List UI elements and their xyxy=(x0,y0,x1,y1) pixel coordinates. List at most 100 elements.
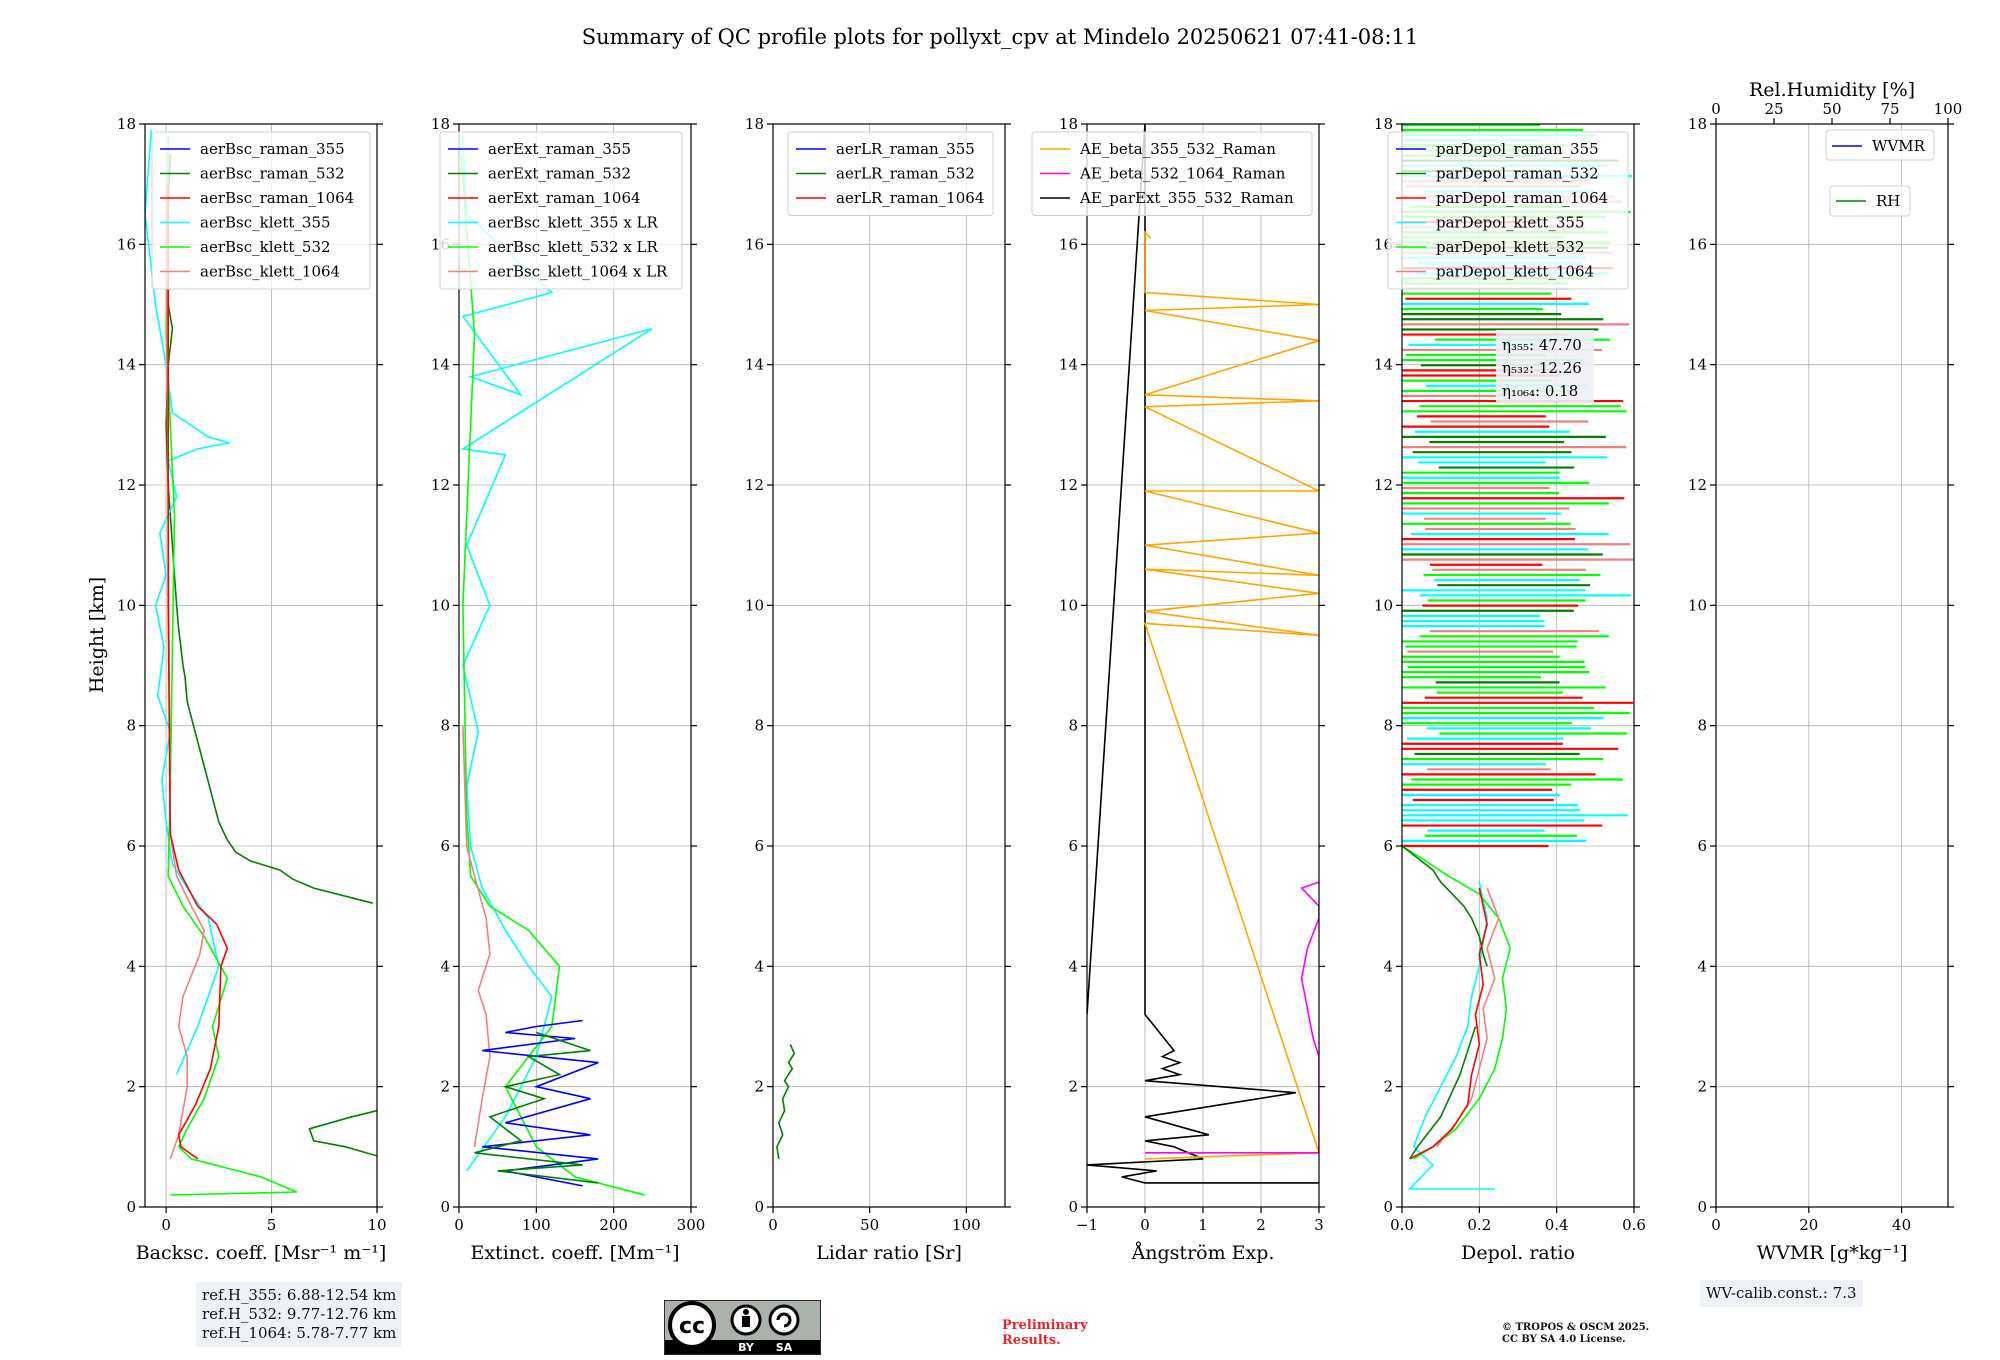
ytick-label-0: 0 xyxy=(1697,1198,1707,1216)
series-aerLR_raman_532 xyxy=(776,1044,796,1160)
legend-entry: aerLR_raman_355 xyxy=(836,140,975,158)
ytick-label-12: 12 xyxy=(745,476,764,494)
ref-height-1064: ref.H_1064: 5.78-7.77 km xyxy=(202,1324,397,1342)
ytick-label-2: 2 xyxy=(1383,1078,1393,1096)
plot-frame xyxy=(144,123,378,1208)
xtick-label-100: 100 xyxy=(522,1216,551,1234)
series-AE_beta_532_1064_Raman xyxy=(1145,881,1319,1154)
legend-entry: parDepol_raman_355 xyxy=(1436,140,1599,158)
series-AE_parExt_355_532_Raman xyxy=(1087,124,1319,1184)
legend-entry: WVMR xyxy=(1872,137,1926,155)
legend-box xyxy=(439,131,683,290)
ytick-label-10: 10 xyxy=(431,596,450,614)
ytick-label-4: 4 xyxy=(754,957,764,975)
preliminary-note: Preliminary Results. xyxy=(1002,1318,1088,1348)
ytick-label-6: 6 xyxy=(1383,837,1393,855)
plot-frame xyxy=(458,123,692,1208)
ytick-label-0: 0 xyxy=(440,1198,450,1216)
series-aerBsc_raman_532 xyxy=(308,1109,377,1157)
ytick-label-0: 0 xyxy=(1383,1198,1393,1216)
xtick-label-0: 0 xyxy=(768,1216,778,1234)
series-parDepol_klett_355 xyxy=(1407,881,1495,1190)
series-parDepol_klett_532 xyxy=(1402,845,1512,1160)
xtick-label-200: 200 xyxy=(599,1216,628,1234)
ytick-label-12: 12 xyxy=(431,476,450,494)
ytick-label-10: 10 xyxy=(117,596,136,614)
x-axis-label: Depol. ratio xyxy=(1461,1242,1575,1264)
legend: parDepol_raman_355 parDepol_raman_532 parD… xyxy=(1387,131,1629,290)
panel-extinction: 0246810121416180100200300Extinct. coeff.… xyxy=(431,115,705,1264)
ytick-label-12: 12 xyxy=(117,476,136,494)
legend-entry: parDepol_raman_1064 xyxy=(1436,189,1608,207)
legend-entry: parDepol_klett_1064 xyxy=(1436,263,1594,281)
xtick-label-0: 0.0 xyxy=(1390,1216,1414,1234)
ytick-label-4: 4 xyxy=(126,957,136,975)
ytick-label-18: 18 xyxy=(117,115,136,133)
y-axis-label: Height [km] xyxy=(86,577,108,693)
panel-lidar_ratio: 0 2 4 6 8 10 12 14 16 18 0 50 100 Lidar ratio [Sr] aer… xyxy=(745,115,1011,1264)
top-xtick-label-100: 100 xyxy=(1934,100,1963,118)
top-xtick-label-50: 50 xyxy=(1822,100,1841,118)
ytick-label-12: 12 xyxy=(1059,476,1078,494)
ytick-label-6: 6 xyxy=(440,837,450,855)
legend-entry: aerBsc_klett_1064 x LR xyxy=(488,263,668,281)
legend-entry: aerLR_raman_532 xyxy=(836,165,975,183)
ytick-label-8: 8 xyxy=(1383,717,1393,735)
ytick-label-10: 10 xyxy=(1059,596,1078,614)
ytick-label-14: 14 xyxy=(1374,356,1393,374)
ytick-label-6: 6 xyxy=(126,837,136,855)
ytick-label-2: 2 xyxy=(754,1078,764,1096)
figure-title: Summary of QC profile plots for pollyxt_… xyxy=(582,25,1419,49)
xtick-label-0.4: 0.4 xyxy=(1545,1216,1569,1234)
legend: aerLR_raman_355 aerLR_raman_532 aerLR_rama… xyxy=(787,131,994,216)
xtick-label-0.6: 0.6 xyxy=(1622,1216,1646,1234)
legend-entry: aerBsc_klett_532 xyxy=(200,238,331,256)
cc-sa-label: SA xyxy=(776,1341,793,1354)
ytick-label-18: 18 xyxy=(1059,115,1078,133)
annotation-line: η₁₀₆₄: 0.18 xyxy=(1502,382,1578,400)
ytick-label-8: 8 xyxy=(1697,717,1707,735)
ytick-label-2: 2 xyxy=(126,1078,136,1096)
ytick-label-14: 14 xyxy=(745,356,764,374)
series-aerBsc_klett_532 x LR xyxy=(460,154,645,1196)
series-parDepol_raman_1064 xyxy=(1409,887,1488,1160)
legend-entry: parDepol_klett_532 xyxy=(1436,238,1585,256)
legend-entry: aerExt_raman_355 xyxy=(488,140,631,158)
ytick-label-4: 4 xyxy=(1068,957,1078,975)
legend-box xyxy=(787,131,994,216)
series-aerBsc_klett_1064 xyxy=(165,184,205,1160)
legend: aerExt_raman_355 aerExt_raman_532 aerExt_r… xyxy=(439,131,683,290)
cc-by-sa-logo: cc BY SA xyxy=(664,1300,821,1355)
top-x-axis-label: Rel.Humidity [%] xyxy=(1749,79,1915,101)
ytick-label-18: 18 xyxy=(1688,115,1707,133)
series-aerBsc_klett_1064 x LR xyxy=(462,725,491,1147)
cc-mark: cc xyxy=(679,1314,705,1339)
legend-entry: parDepol_klett_355 xyxy=(1436,214,1585,232)
plot-frame xyxy=(1401,123,1635,1208)
legend-entry: aerBsc_klett_355 x LR xyxy=(488,214,659,232)
ytick-label-16: 16 xyxy=(1059,235,1078,253)
legend-entry: aerBsc_klett_355 xyxy=(200,214,331,232)
top-xtick-label-75: 75 xyxy=(1880,100,1899,118)
ytick-label-12: 12 xyxy=(1374,476,1393,494)
x-axis-label: Extinct. coeff. [Mm⁻¹] xyxy=(470,1242,679,1264)
ytick-label-6: 6 xyxy=(1697,837,1707,855)
ytick-label-14: 14 xyxy=(431,356,450,374)
ytick-label-14: 14 xyxy=(117,356,136,374)
legend-entry: AE_beta_532_1064_Raman xyxy=(1079,165,1286,183)
wv-calib-const: WV-calib.const.: 7.3 xyxy=(1706,1284,1857,1302)
legend-entry: AE_beta_355_532_Raman xyxy=(1079,140,1276,158)
copyright-note: © TROPOS & OSCM 2025. CC BY SA 4.0 Licen… xyxy=(1502,1322,1649,1346)
ref-height-532: ref.H_532: 9.77-12.76 km xyxy=(202,1305,397,1323)
xtick-label-2: 2 xyxy=(1256,1216,1266,1234)
ytick-label-4: 4 xyxy=(440,957,450,975)
ytick-label-8: 8 xyxy=(754,717,764,735)
top-xtick-label-0: 0 xyxy=(1711,100,1721,118)
legend-entry: aerBsc_klett_1064 xyxy=(200,263,340,281)
legend-wvmr: WVMR xyxy=(1825,129,1935,161)
xtick-label-5: 5 xyxy=(267,1216,277,1234)
annotation-line: η₅₃₂: 12.26 xyxy=(1502,359,1582,377)
xtick-label-40: 40 xyxy=(1892,1216,1911,1234)
xtick-label-300: 300 xyxy=(677,1216,706,1234)
legend-entry: parDepol_raman_532 xyxy=(1436,165,1599,183)
